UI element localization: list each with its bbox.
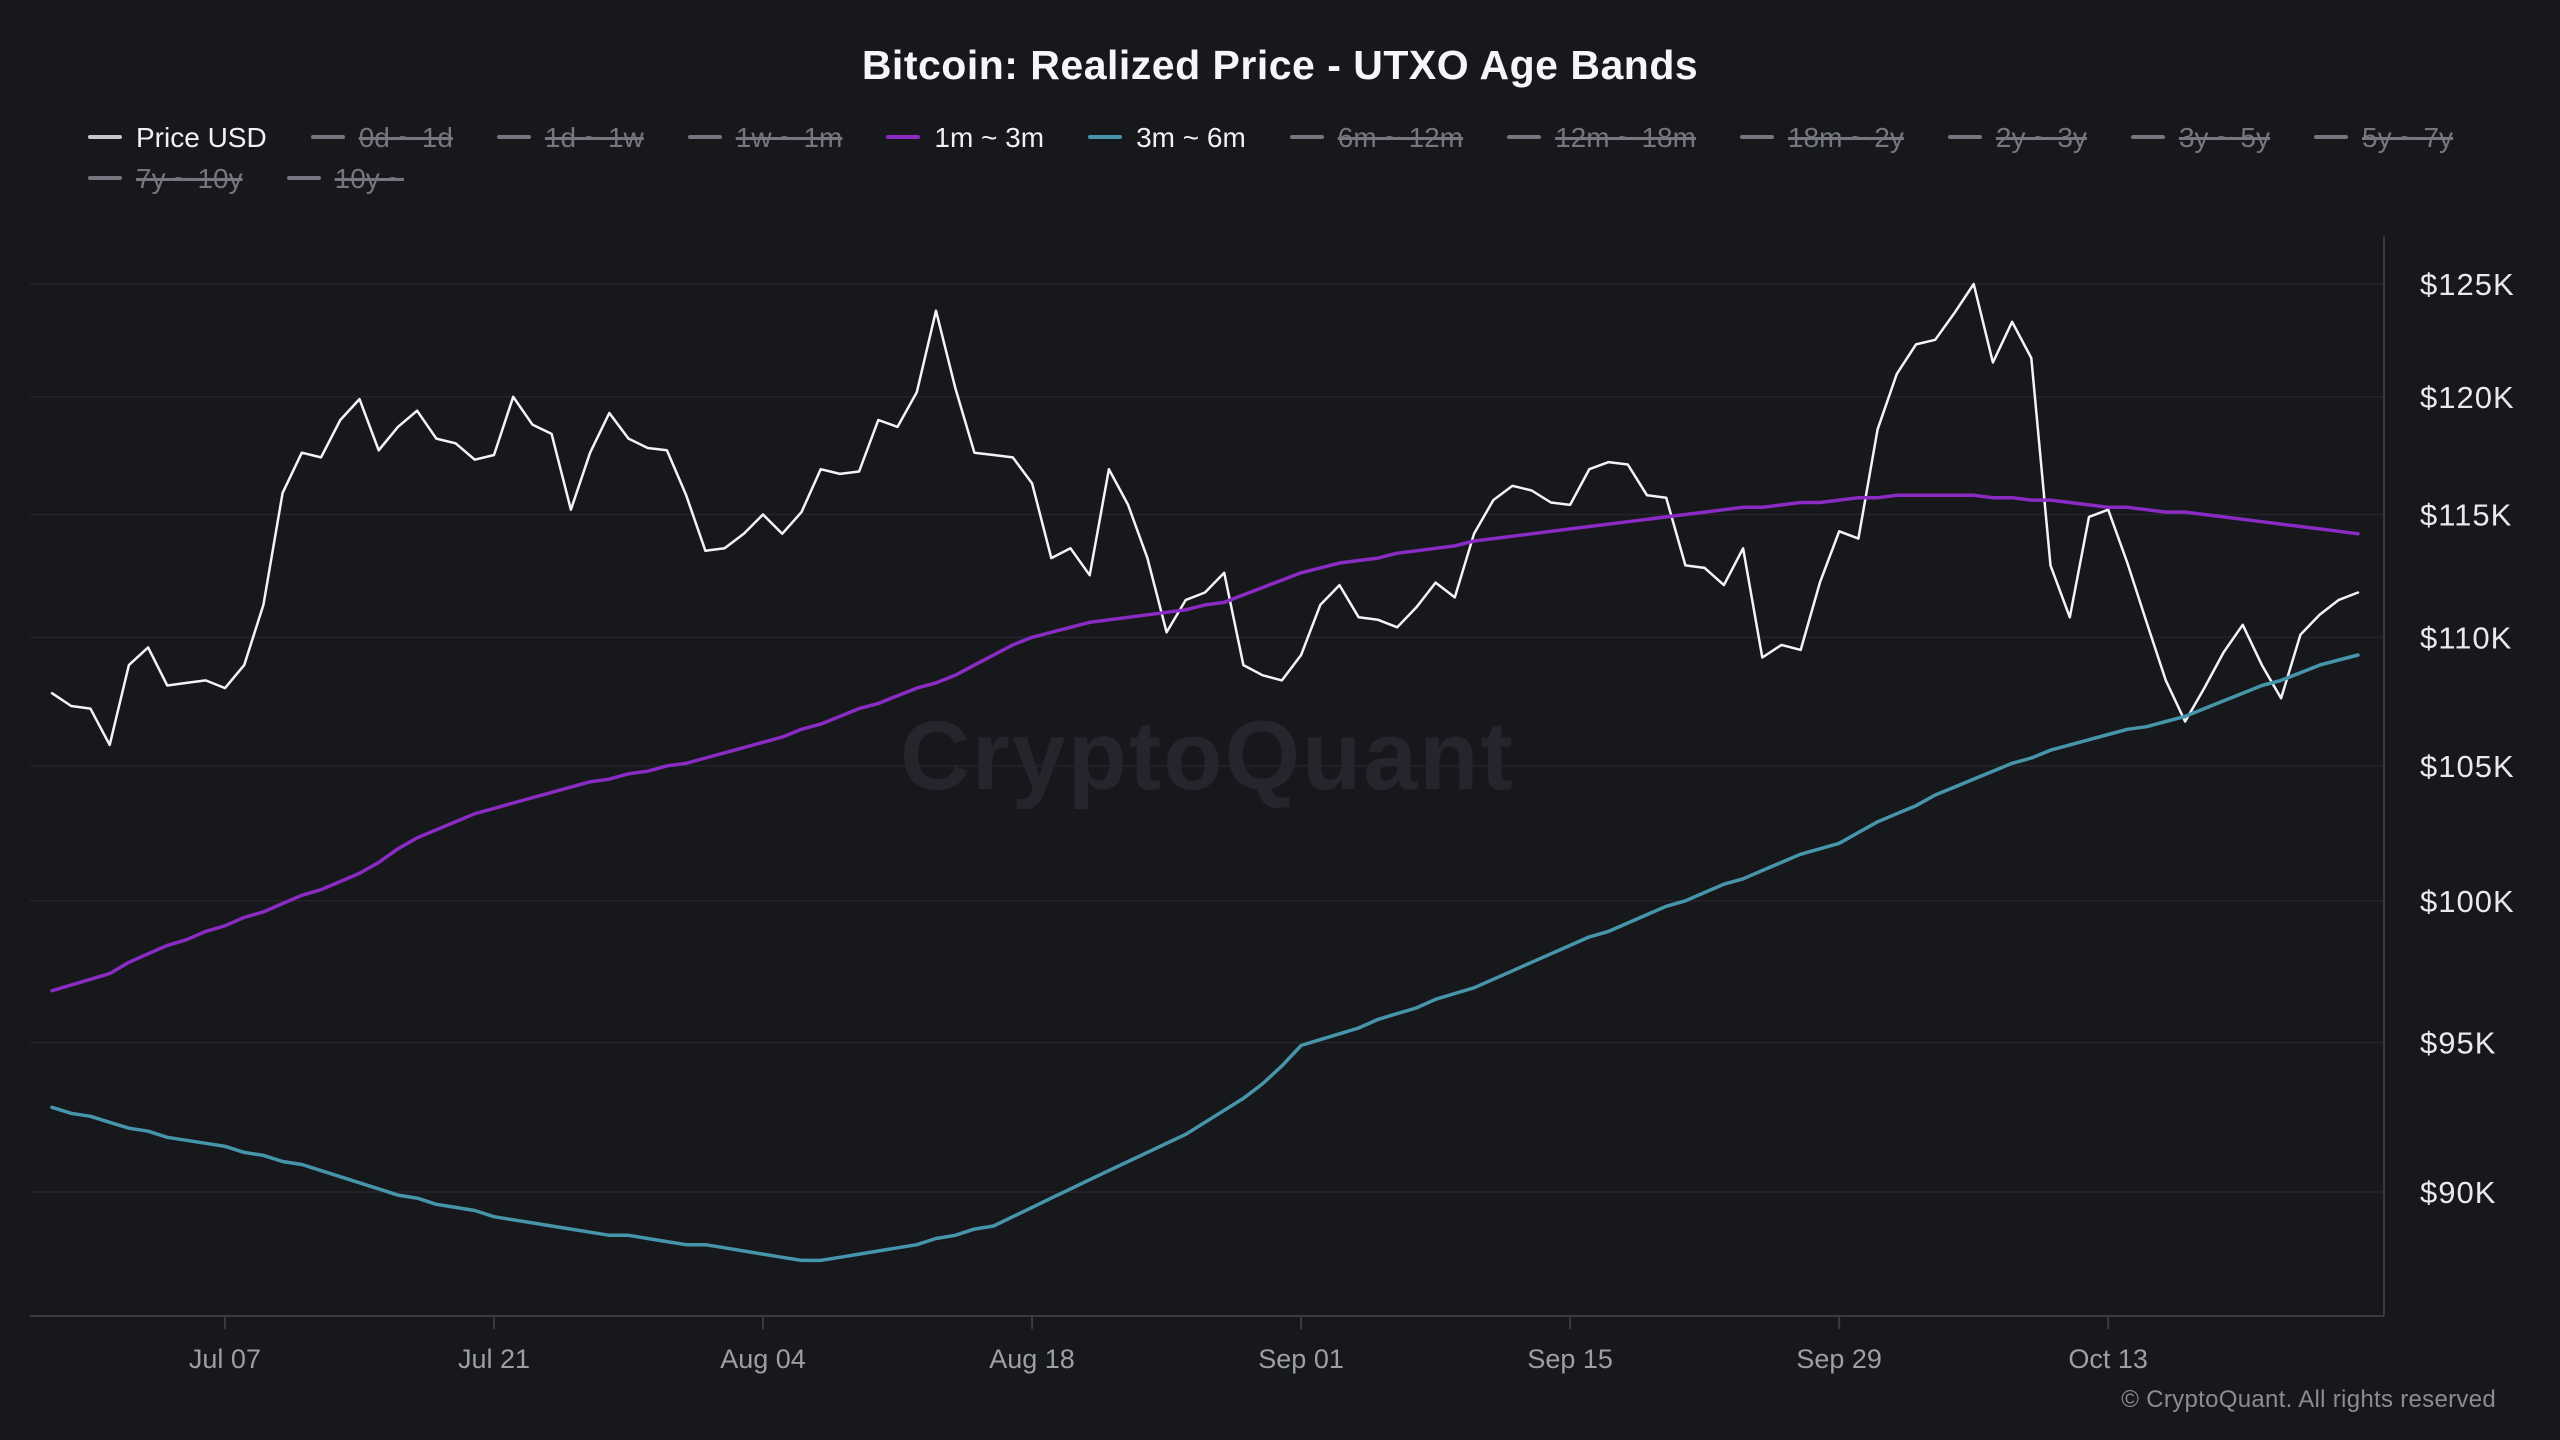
legend-item-10y[interactable]: 10y ~ (286, 163, 404, 195)
legend-item-1d-1w[interactable]: 1d ~ 1w (496, 122, 644, 154)
y-axis-label: $115K (2420, 497, 2512, 532)
legend-line-icon (2130, 135, 2165, 140)
x-axis-label: Sep 15 (1527, 1344, 1613, 1374)
legend-item-1m-3m[interactable]: 1m ~ 3m (886, 122, 1044, 154)
x-axis-label: Oct 13 (2068, 1344, 2148, 1374)
legend-line-icon (1739, 135, 1774, 140)
x-axis-label: Aug 04 (720, 1344, 806, 1374)
legend-item-label: 6m ~ 12m (1337, 122, 1464, 153)
y-axis-label: $105K (2420, 749, 2515, 784)
legend-item-2y-3y[interactable]: 2y ~ 3y (1947, 122, 2087, 154)
legend-line-icon (310, 135, 345, 140)
series-line-1m-3m (50, 493, 2360, 993)
legend-item-7y-10y[interactable]: 7y ~ 10y (88, 163, 243, 195)
legend-item-label: 2y ~ 3y (1995, 122, 2087, 153)
legend: Price USD 0d ~ 1d 1d ~ 1w 1w ~ 1m 1m ~ 3m 3m … (88, 122, 2518, 195)
legend-line-icon (88, 135, 122, 140)
legend-item-label: 1m ~ 3m (934, 122, 1045, 153)
legend-item-label: 3m ~ 6m (1136, 122, 1246, 153)
legend-item-label: 10y ~ (334, 163, 404, 194)
legend-line-icon (886, 135, 921, 140)
legend-line-icon (1507, 135, 1542, 140)
copyright-notice: © CryptoQuant. All rights reserved (2121, 1386, 2496, 1413)
legend-item-label: 1w ~ 1m (735, 122, 843, 153)
x-axis-label: Jul 07 (189, 1344, 261, 1374)
legend-item-label: 3y ~ 5y (2178, 122, 2270, 153)
series-line-price-usd (50, 282, 2360, 747)
legend-line-icon (286, 176, 321, 181)
x-axis-label: Sep 29 (1796, 1344, 1882, 1374)
legend-line-icon (1289, 135, 1324, 140)
legend-line-icon (2314, 135, 2348, 140)
legend-item-0d-1d[interactable]: 0d ~ 1d (310, 122, 453, 154)
legend-item-3y-5y[interactable]: 3y ~ 5y (2130, 122, 2270, 154)
x-axis-label: Aug 18 (989, 1344, 1075, 1374)
legend-item-6m-12m[interactable]: 6m ~ 12m (1289, 122, 1464, 154)
legend-item-label: 7y ~ 10y (136, 163, 243, 194)
y-axis-label: $110K (2420, 620, 2512, 655)
x-axis-label: Jul 21 (458, 1344, 530, 1374)
legend-row-1: Price USD 0d ~ 1d 1d ~ 1w 1w ~ 1m 1m ~ 3m 3m … (88, 122, 2518, 154)
legend-item-label: 5y ~ 7y (2362, 122, 2454, 153)
series-line-3m-6m (50, 653, 2360, 1263)
legend-item-3m-6m[interactable]: 3m ~ 6m (1088, 122, 1246, 154)
y-axis-label: $100K (2420, 884, 2515, 919)
y-axis-label: $90K (2420, 1175, 2496, 1210)
legend-item-12m-18m[interactable]: 12m ~ 18m (1507, 122, 1696, 154)
legend-line-icon (1088, 135, 1123, 140)
legend-item-label: 1d ~ 1w (544, 122, 644, 153)
legend-line-icon (496, 135, 531, 140)
x-axis-label: Sep 01 (1258, 1344, 1344, 1374)
cryptoquant-watermark: CryptoQuant (900, 701, 1515, 810)
legend-item-5y-7y[interactable]: 5y ~ 7y (2314, 122, 2453, 154)
y-axis-label: $125K (2420, 267, 2515, 302)
legend-item-label: 12m ~ 18m (1555, 122, 1696, 153)
legend-item-label: 18m ~ 2y (1787, 122, 1904, 153)
chart-title: Bitcoin: Realized Price - UTXO Age Bands (861, 42, 1699, 88)
legend-item-label: Price USD (136, 122, 267, 153)
legend-row-2: 7y ~ 10y 10y ~ (88, 163, 2518, 195)
legend-line-icon (88, 176, 122, 181)
legend-item-18m-2y[interactable]: 18m ~ 2y (1739, 122, 1904, 154)
y-axis-label: $95K (2420, 1026, 2496, 1061)
legend-item-1w-1m[interactable]: 1w ~ 1m (687, 122, 843, 154)
legend-item-price-usd[interactable]: Price USD (88, 122, 267, 154)
legend-item-label: 0d ~ 1d (358, 122, 453, 153)
legend-line-icon (687, 135, 722, 140)
legend-line-icon (1947, 135, 1982, 140)
y-axis-label: $120K (2420, 380, 2515, 415)
